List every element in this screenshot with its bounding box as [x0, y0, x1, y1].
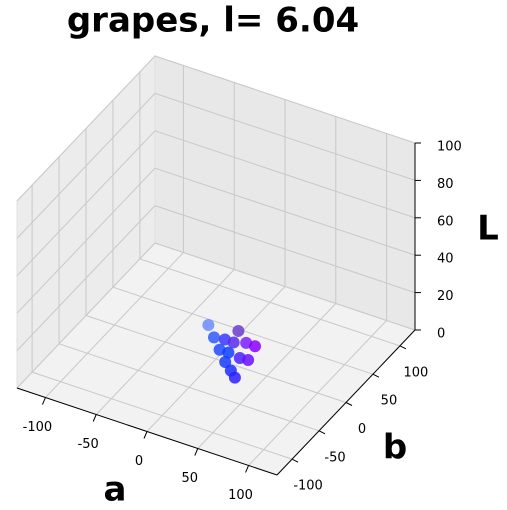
grid-line	[16, 242, 156, 389]
point	[228, 371, 241, 384]
y-tick-label: -50	[324, 450, 345, 465]
x-tick-label: 50	[182, 471, 199, 486]
grid-line	[154, 205, 416, 294]
y-axis	[276, 329, 416, 476]
grid-line	[16, 167, 156, 314]
y-tick-label: 50	[381, 394, 398, 409]
grid-line	[154, 242, 416, 331]
tick-mark	[245, 465, 250, 473]
point	[219, 356, 232, 369]
grid-line	[154, 167, 416, 256]
z-axis-label: L	[477, 209, 499, 249]
point	[227, 336, 240, 349]
grid-line	[16, 93, 156, 239]
x-tick-label: 0	[135, 454, 143, 469]
x-tick-label: 100	[228, 488, 253, 503]
x-axis	[16, 387, 278, 476]
tick-mark	[291, 458, 299, 463]
grid-line	[58, 343, 320, 432]
grid-line	[31, 371, 293, 460]
tick-mark	[399, 345, 407, 350]
z-tick-label: 20	[437, 289, 454, 304]
y-tick-label: 100	[403, 365, 428, 380]
grid-line	[154, 130, 416, 219]
tick-mark	[194, 448, 199, 456]
point	[249, 340, 262, 353]
tick-mark	[318, 430, 326, 435]
y-tick-label: -100	[293, 479, 323, 494]
point	[207, 331, 220, 344]
z-tick-label: 0	[437, 327, 445, 342]
z-tick-label: 100	[437, 140, 462, 155]
tick-mark	[92, 414, 97, 422]
z-tick-label: 80	[437, 177, 454, 192]
grid-line	[139, 258, 401, 347]
grid-line	[154, 92, 416, 181]
grid-line	[154, 55, 416, 144]
point	[222, 346, 235, 359]
y-axis-label: b	[383, 428, 407, 468]
point	[242, 354, 255, 367]
chart-title: grapes, l= 6.04	[67, 1, 359, 41]
x-axis-label: a	[104, 470, 127, 510]
tick-mark	[41, 397, 46, 405]
tick-mark	[372, 373, 380, 378]
grid-line	[85, 315, 347, 403]
z-tick-label: 40	[437, 252, 454, 267]
x-tick-label: -50	[78, 437, 99, 452]
grid-line	[16, 130, 156, 277]
point	[202, 318, 215, 331]
y-tick-label: 0	[358, 422, 366, 437]
tick-mark	[143, 431, 148, 439]
z-tick-label: 60	[437, 214, 454, 229]
grid-line	[16, 205, 156, 351]
x-tick-label: -100	[23, 420, 53, 435]
grid-line	[16, 55, 156, 202]
point	[232, 324, 245, 337]
tick-mark	[345, 402, 353, 406]
